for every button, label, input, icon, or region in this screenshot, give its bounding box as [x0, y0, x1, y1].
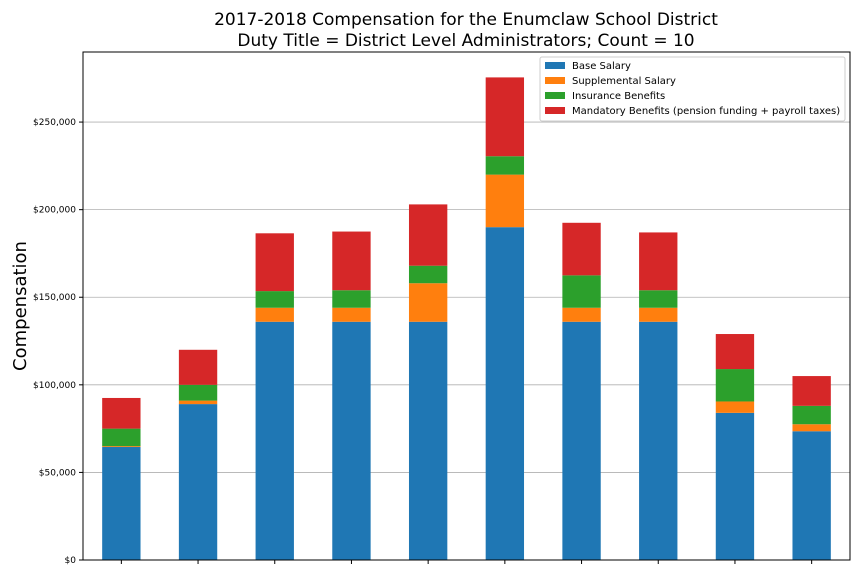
bar-segment — [485, 156, 525, 175]
bar-segment — [715, 412, 755, 560]
bar-segment — [408, 265, 448, 284]
bar-segment — [792, 424, 831, 432]
bar-segment — [562, 222, 601, 276]
plot-frame — [82, 51, 851, 561]
bar-segment — [485, 227, 525, 560]
bar-segment — [332, 290, 371, 308]
legend-swatch — [545, 107, 565, 114]
y-tick-label: $0 — [65, 556, 77, 566]
bar-segment — [408, 204, 448, 266]
legend-label: Base Salary — [572, 61, 631, 72]
bar-segment — [332, 307, 371, 322]
bar-segment — [255, 233, 294, 292]
bar-segment — [562, 275, 601, 308]
legend-swatch — [545, 62, 565, 69]
legend: Base Salary Supplemental Salary Insurance … — [539, 56, 846, 122]
legend-label: Insurance Benefits — [572, 91, 665, 102]
legend-swatch — [545, 77, 565, 84]
bar-segment — [332, 321, 371, 560]
bar-segment — [792, 405, 831, 425]
bar-segment — [639, 321, 678, 560]
bar-segment — [562, 307, 601, 322]
y-tick-label: $50,000 — [39, 468, 76, 478]
bar-segment — [255, 307, 294, 322]
legend-swatch — [545, 92, 565, 99]
legend-label: Mandatory Benefits (pension funding + pa… — [572, 106, 840, 117]
bars — [102, 77, 831, 560]
bar-segment — [715, 334, 755, 370]
bar-segment — [178, 349, 218, 385]
y-axis-label: Compensation — [10, 241, 31, 371]
bar-segment — [102, 446, 141, 448]
bar-segment — [485, 174, 525, 228]
y-tick-label: $100,000 — [33, 381, 76, 391]
y-tick-label: $150,000 — [33, 293, 76, 303]
bar-segment — [408, 321, 448, 560]
bar-segment — [639, 290, 678, 308]
bar-segment — [639, 232, 678, 291]
bar-segment — [178, 384, 218, 401]
chart-subtitle: Duty Title = District Level Administrato… — [237, 31, 694, 51]
bar-segment — [715, 401, 755, 413]
bar-segment — [562, 321, 601, 560]
bar-segment — [485, 77, 525, 157]
y-axis-ticks: $0 $50,000 $100,000 $150,000 $200,000 $250,00… — [33, 118, 83, 566]
x-axis-ticks — [120, 560, 813, 564]
y-tick-label: $250,000 — [33, 118, 76, 128]
legend-label: Supplemental Salary — [572, 76, 676, 87]
bar-segment — [255, 291, 294, 308]
bar-segment — [102, 397, 141, 429]
bar-segment — [178, 400, 218, 405]
bar-segment — [102, 447, 141, 560]
y-tick-label: $200,000 — [33, 206, 76, 216]
bar-segment — [639, 307, 678, 322]
chart-title: 2017-2018 Compensation for the Enumclaw … — [214, 10, 718, 30]
bar-segment — [102, 428, 141, 447]
bar-segment — [792, 376, 831, 406]
bar-segment — [792, 431, 831, 560]
bar-segment — [332, 231, 371, 291]
bar-segment — [178, 404, 218, 560]
bar-segment — [408, 283, 448, 322]
legend-frame — [539, 56, 846, 122]
bar-segment — [255, 321, 294, 560]
bar-segment — [715, 369, 755, 402]
